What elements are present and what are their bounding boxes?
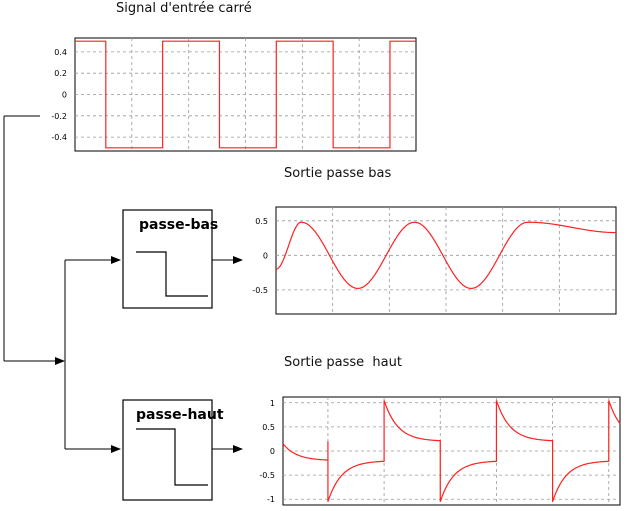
y-tick-label: 0 [270, 447, 275, 456]
lowpass-output-chart: 0.5 0 -0.5 [252, 206, 617, 315]
lowpass-output-title: Sortie passe bas [284, 166, 392, 181]
highpass-output-chart: 1 0.5 0 -0.5 -1 [259, 396, 621, 506]
lowpass-filter-block: passe-bas [122, 209, 218, 309]
y-tick-label: 0.2 [54, 69, 67, 78]
signal-trace [75, 40, 416, 149]
y-tick-label: -0.2 [51, 112, 67, 121]
y-tick-label: -0.5 [252, 286, 268, 295]
y-tick-label: 0.5 [255, 217, 268, 226]
lowpass-response-icon [136, 251, 208, 297]
highpass-block-box [122, 399, 213, 501]
y-tick-label: 0 [263, 251, 268, 260]
y-tick-label: 0 [62, 91, 67, 100]
highpass-response-icon [136, 428, 208, 486]
y-tick-label: -0.4 [51, 133, 67, 142]
y-tick-label: 0.4 [54, 48, 67, 57]
lowpass-block-label: passe-bas [139, 217, 218, 233]
y-tick-label: -1 [267, 495, 275, 504]
input-signal-title: Signal d'entrée carré [116, 1, 252, 16]
signal-wiring [3, 115, 243, 453]
lowpass-block-box [122, 209, 213, 309]
highpass-output-title: Sortie passe haut [284, 355, 402, 370]
signal-trace [282, 400, 621, 502]
highpass-block-label: passe-haut [136, 407, 224, 423]
y-tick-label: 0.5 [262, 423, 275, 432]
highpass-filter-block: passe-haut [122, 399, 224, 501]
y-tick-label: -0.5 [259, 471, 275, 480]
signal-trace [275, 221, 617, 290]
y-tick-label: 1 [270, 399, 275, 408]
input-square-chart: 0.4 0.2 0 -0.2 -0.4 [51, 37, 417, 152]
